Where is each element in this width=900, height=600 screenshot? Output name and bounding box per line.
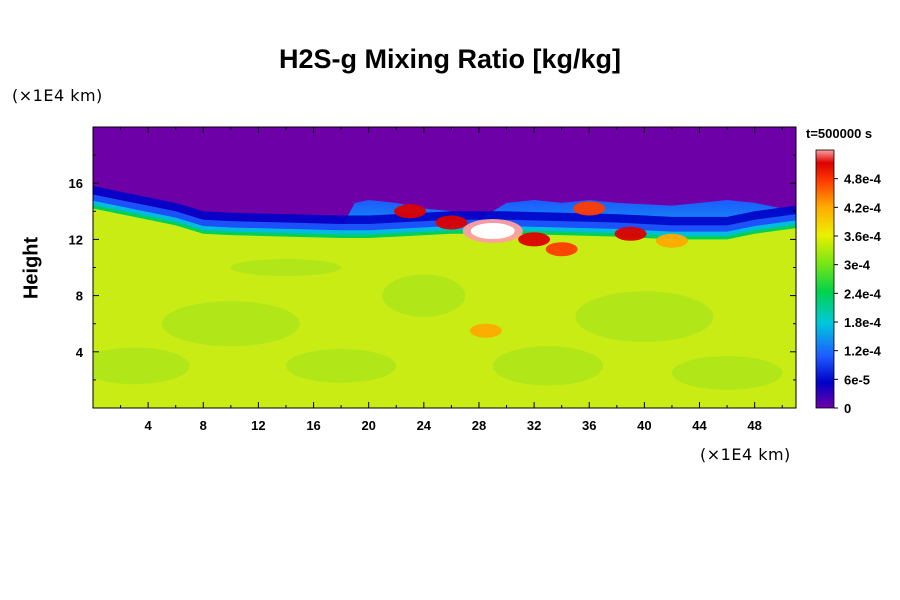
- colorbar-tick-label-0: 0: [844, 401, 851, 416]
- time-label: t=500000 s: [806, 126, 873, 141]
- colorbar-tick-label-6: 3.6e-4: [844, 229, 882, 244]
- concentration-blob-7: [394, 204, 427, 219]
- y-axis-ticks: 4 8 12 16: [69, 154, 796, 381]
- y-tick-label-12: 12: [69, 232, 83, 247]
- lower-layer-swirl-2: [285, 348, 397, 383]
- lower-layer-swirl-6: [671, 356, 783, 390]
- x-tick-label-44: 44: [692, 418, 707, 433]
- lower-layer-swirl-0: [93, 347, 190, 385]
- x-axis-ticks: 4 8 12 16 20 24 28 32 36 40 44 48: [120, 127, 783, 433]
- x-tick-label-24: 24: [417, 418, 432, 433]
- y-tick-label-16: 16: [69, 176, 83, 191]
- y-axis-unit: (×1E4 km): [12, 86, 103, 105]
- colorbar-tick-label-5: 3e-4: [844, 258, 871, 273]
- x-tick-label-36: 36: [582, 418, 596, 433]
- concentration-blob-2: [518, 232, 551, 247]
- x-tick-label-8: 8: [200, 418, 207, 433]
- y-tick-label-8: 8: [76, 289, 83, 304]
- concentration-blob-3: [545, 242, 578, 257]
- colorbar-tick-label-4: 2.4e-4: [844, 286, 882, 301]
- x-tick-label-16: 16: [306, 418, 320, 433]
- plot-area: [93, 127, 796, 408]
- concentration-blob-8: [469, 323, 502, 338]
- concentration-blob-0: [435, 215, 468, 230]
- concentration-blob-5: [655, 233, 688, 248]
- colorbar-tick-label-2: 1.2e-4: [844, 344, 882, 359]
- chart-title: H2S-g Mixing Ratio [kg/kg]: [278, 44, 621, 74]
- lower-layer-swirl-1: [161, 301, 300, 347]
- y-tick-label-4: 4: [76, 345, 84, 360]
- concentration-blob-4: [614, 226, 647, 241]
- x-tick-label-12: 12: [251, 418, 265, 433]
- lower-layer-swirl-4: [492, 346, 604, 386]
- x-axis-unit: (×1E4 km): [700, 445, 791, 464]
- colorbar-tick-label-3: 1.8e-4: [844, 315, 882, 330]
- x-tick-label-48: 48: [747, 418, 761, 433]
- colorbar-tick-label-1: 6e-5: [844, 372, 870, 387]
- x-tick-label-32: 32: [527, 418, 541, 433]
- x-tick-label-20: 20: [361, 418, 375, 433]
- concentration-blob-6: [573, 201, 606, 216]
- x-tick-label-4: 4: [145, 418, 153, 433]
- colorbar: [815, 149, 835, 409]
- x-tick-label-40: 40: [637, 418, 651, 433]
- colorbar-tick-label-8: 4.8e-4: [844, 172, 882, 187]
- colorbar-ticks: 0 6e-5 1.2e-4 1.8e-4 2.4e-4 3e-4 3.6e-4 4.2e-4 4…: [834, 172, 882, 416]
- lower-layer-swirl-5: [575, 291, 714, 342]
- lower-layer-swirl-7: [230, 259, 342, 276]
- lower-layer-swirl-3: [382, 274, 466, 317]
- concentration-blob-core-1: [470, 222, 515, 239]
- colorbar-tick-label-7: 4.2e-4: [844, 200, 882, 215]
- x-tick-label-28: 28: [472, 418, 486, 433]
